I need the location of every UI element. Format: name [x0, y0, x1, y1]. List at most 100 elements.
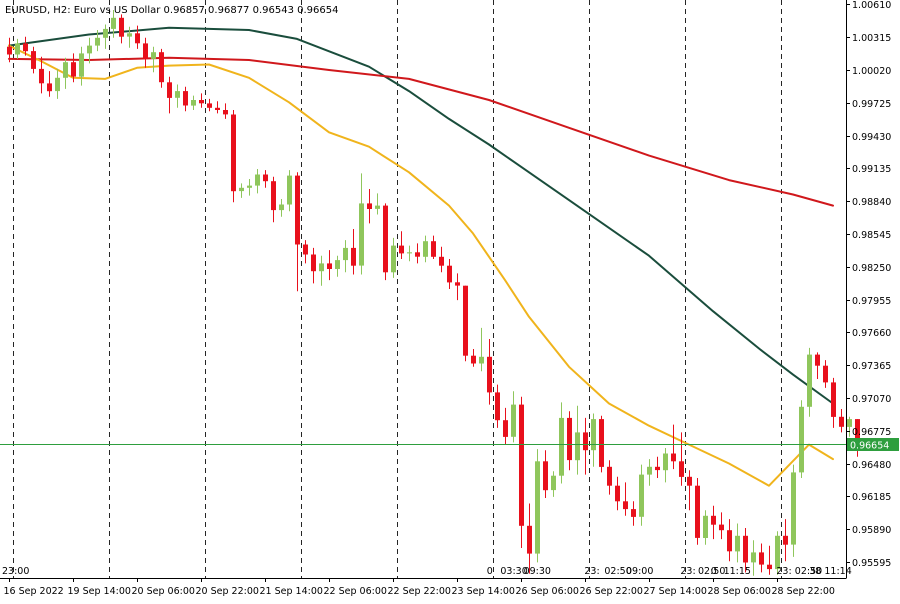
bearish-candle[interactable]	[415, 243, 420, 264]
bearish-candle[interactable]	[295, 172, 300, 292]
bullish-candle[interactable]	[247, 179, 252, 196]
bullish-candle[interactable]	[511, 391, 516, 443]
bearish-candle[interactable]	[303, 240, 308, 264]
bearish-candle[interactable]	[527, 503, 532, 574]
bearish-candle[interactable]	[23, 36, 28, 56]
bearish-candle[interactable]	[495, 384, 500, 428]
bullish-candle[interactable]	[639, 464, 644, 526]
bullish-candle[interactable]	[847, 416, 852, 437]
bearish-candle[interactable]	[823, 360, 828, 388]
bullish-candle[interactable]	[479, 327, 484, 372]
bearish-candle[interactable]	[135, 25, 140, 49]
bearish-candle[interactable]	[311, 247, 316, 284]
bullish-candle[interactable]	[663, 448, 668, 483]
bearish-candle[interactable]	[7, 37, 12, 63]
bearish-candle[interactable]	[767, 545, 772, 575]
bullish-candle[interactable]	[151, 46, 156, 73]
bearish-candle[interactable]	[119, 14, 124, 44]
bullish-candle[interactable]	[175, 84, 180, 108]
bearish-candle[interactable]	[447, 259, 452, 289]
bearish-candle[interactable]	[831, 377, 836, 428]
bearish-candle[interactable]	[615, 476, 620, 511]
bearish-candle[interactable]	[351, 229, 356, 275]
time-axis[interactable]: 16 Sep 2022 19 Sep 14:00 20 Sep 06:00 20 Se…	[4, 578, 835, 597]
bullish-candle[interactable]	[343, 240, 348, 273]
bearish-candle[interactable]	[687, 470, 692, 511]
bullish-candle[interactable]	[55, 68, 60, 99]
bullish-candle[interactable]	[79, 46, 84, 86]
bearish-candle[interactable]	[47, 71, 52, 97]
bearish-candle[interactable]	[711, 505, 716, 540]
bullish-candle[interactable]	[391, 237, 396, 278]
bearish-candle[interactable]	[607, 460, 612, 495]
bearish-candle[interactable]	[263, 170, 268, 188]
bearish-candle[interactable]	[655, 456, 660, 478]
bullish-candle[interactable]	[87, 37, 92, 64]
bullish-candle[interactable]	[807, 347, 812, 417]
bearish-candle[interactable]	[223, 103, 228, 119]
bearish-candle[interactable]	[623, 482, 628, 516]
bullish-candle[interactable]	[319, 255, 324, 286]
bearish-candle[interactable]	[679, 432, 684, 486]
bearish-candle[interactable]	[519, 396, 524, 548]
bullish-candle[interactable]	[375, 193, 380, 215]
bearish-candle[interactable]	[271, 176, 276, 223]
bearish-candle[interactable]	[215, 101, 220, 114]
bearish-candle[interactable]	[399, 231, 404, 259]
bearish-candle[interactable]	[815, 352, 820, 379]
bearish-candle[interactable]	[31, 46, 36, 74]
bullish-candle[interactable]	[359, 173, 364, 275]
bullish-candle[interactable]	[239, 183, 244, 198]
bullish-candle[interactable]	[335, 255, 340, 277]
bullish-candle[interactable]	[751, 540, 756, 576]
bullish-candle[interactable]	[791, 464, 796, 557]
bearish-candle[interactable]	[759, 543, 764, 573]
bearish-candle[interactable]	[143, 37, 148, 68]
bearish-candle[interactable]	[583, 417, 588, 475]
bullish-candle[interactable]	[63, 57, 68, 89]
bearish-candle[interactable]	[727, 519, 732, 562]
price-axis[interactable]: 1.00610 1.00315 1.00020 0.99725 0.99430 0.991…	[846, 0, 891, 569]
bullish-candle[interactable]	[775, 531, 780, 575]
bullish-candle[interactable]	[423, 235, 428, 263]
candlesticks[interactable]	[7, 10, 860, 576]
bearish-candle[interactable]	[487, 339, 492, 405]
bearish-candle[interactable]	[199, 93, 204, 108]
bullish-candle[interactable]	[535, 449, 540, 563]
bearish-candle[interactable]	[231, 110, 236, 203]
bearish-candle[interactable]	[383, 203, 388, 281]
bullish-candle[interactable]	[191, 95, 196, 110]
bullish-candle[interactable]	[799, 400, 804, 478]
bullish-candle[interactable]	[287, 170, 292, 212]
bearish-candle[interactable]	[327, 250, 332, 281]
bearish-candle[interactable]	[743, 528, 748, 573]
bullish-candle[interactable]	[127, 26, 132, 48]
bearish-candle[interactable]	[471, 349, 476, 367]
bearish-candle[interactable]	[439, 246, 444, 273]
bearish-candle[interactable]	[567, 411, 572, 471]
bullish-candle[interactable]	[111, 10, 116, 38]
bullish-candle[interactable]	[591, 413, 596, 467]
bullish-candle[interactable]	[703, 510, 708, 545]
bearish-candle[interactable]	[839, 409, 844, 433]
bullish-candle[interactable]	[647, 459, 652, 486]
bearish-candle[interactable]	[463, 285, 468, 362]
bearish-candle[interactable]	[159, 48, 164, 88]
bearish-candle[interactable]	[167, 76, 172, 114]
bullish-candle[interactable]	[103, 24, 108, 49]
bullish-candle[interactable]	[255, 169, 260, 194]
bearish-candle[interactable]	[455, 273, 460, 301]
bearish-candle[interactable]	[783, 519, 788, 562]
bearish-candle[interactable]	[39, 56, 44, 94]
bearish-candle[interactable]	[71, 53, 76, 83]
bearish-candle[interactable]	[671, 424, 676, 470]
bearish-candle[interactable]	[367, 189, 372, 224]
bullish-candle[interactable]	[407, 245, 412, 262]
bearish-candle[interactable]	[431, 235, 436, 259]
bearish-candle[interactable]	[719, 512, 724, 540]
bearish-candle[interactable]	[503, 407, 508, 445]
bearish-candle[interactable]	[543, 450, 548, 498]
bullish-candle[interactable]	[735, 523, 740, 563]
